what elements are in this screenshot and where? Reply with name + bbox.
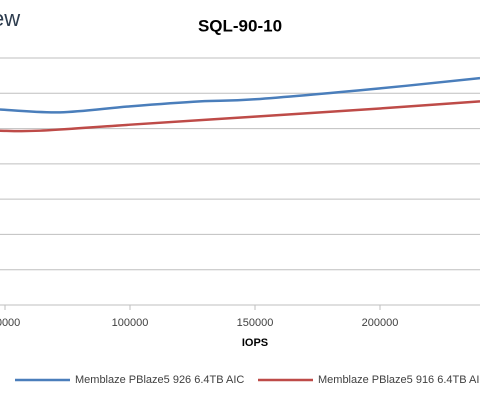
x-tick-label: 200000	[362, 317, 399, 329]
legend-label: Memblaze PBlaze5 916 6.4TB AIC	[318, 374, 480, 386]
watermark: ew	[0, 6, 20, 31]
x-tick-label: 100000	[112, 317, 149, 329]
series-line	[0, 100, 480, 133]
x-tick-label: 50000	[0, 317, 20, 329]
chart-title: SQL-90-10	[198, 16, 282, 35]
x-axis-label: IOPS	[242, 337, 268, 349]
x-tick-label: 150000	[237, 317, 274, 329]
legend-label: Memblaze PBlaze5 926 6.4TB AIC	[75, 374, 244, 386]
series-line	[0, 76, 480, 114]
